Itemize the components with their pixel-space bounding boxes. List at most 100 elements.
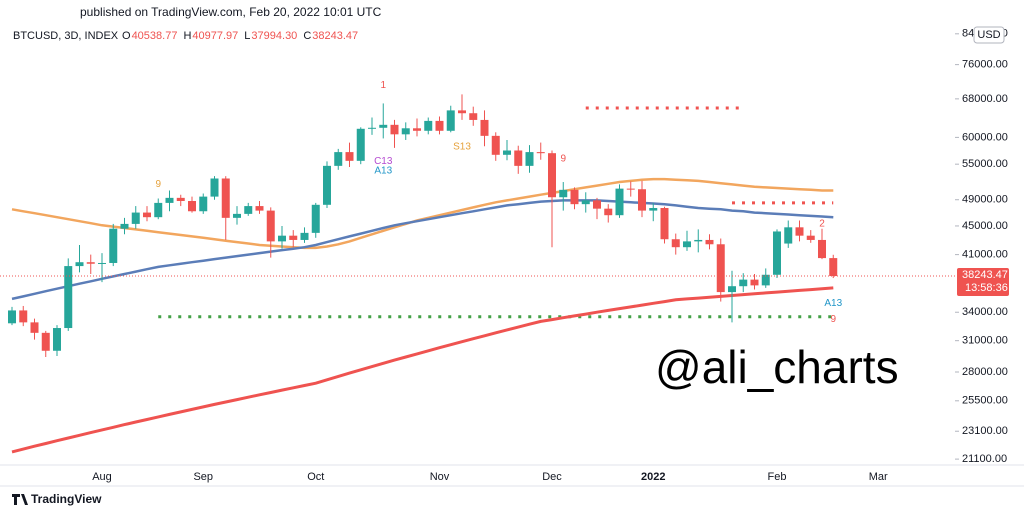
candle-body xyxy=(401,128,410,135)
y-tick-label: 25500.00 xyxy=(962,395,1008,407)
candle-body xyxy=(233,213,241,218)
ohlc-value: 40538.77 xyxy=(132,30,178,42)
x-tick-label: Aug xyxy=(92,471,112,483)
x-tick-label: Oct xyxy=(307,471,324,483)
candle-body xyxy=(773,231,781,275)
candle-body xyxy=(570,189,579,205)
annotation: 9 xyxy=(718,266,724,277)
candle-body xyxy=(64,266,73,329)
candle-body xyxy=(503,150,511,155)
annotation: 1 xyxy=(380,80,386,91)
candle-body xyxy=(379,124,388,128)
candle-body xyxy=(176,197,185,201)
candle-body xyxy=(435,120,444,131)
candle-body xyxy=(30,322,39,333)
candle-body xyxy=(356,128,365,161)
candle-body xyxy=(323,165,331,205)
publisher: published on TradingView.com, Feb 20, 20… xyxy=(80,5,382,19)
candle-body xyxy=(334,152,343,166)
y-tick-label: 28000.00 xyxy=(962,366,1008,378)
ohlc-value: 40977.97 xyxy=(192,30,238,42)
annotation: 2 xyxy=(819,219,825,230)
candle-body xyxy=(671,239,680,248)
candle-body xyxy=(143,212,151,218)
candle-body xyxy=(761,274,770,286)
x-tick-label: Sep xyxy=(193,471,213,483)
y-tick-label: 55000.00 xyxy=(962,158,1008,170)
currency-box xyxy=(973,26,1005,44)
candle-body xyxy=(548,153,556,198)
candle-body xyxy=(300,232,309,240)
last-price-box xyxy=(957,268,1009,297)
candle-body xyxy=(120,223,129,229)
candle-body xyxy=(660,208,669,240)
candle-body xyxy=(8,310,16,324)
x-tick-label: Feb xyxy=(768,471,787,483)
y-tick-label: 68000.00 xyxy=(962,93,1008,105)
candle-body xyxy=(581,200,590,205)
annotation: 9 xyxy=(830,314,836,325)
y-tick-label: 49000.00 xyxy=(962,194,1008,206)
candle-body xyxy=(131,212,140,224)
candle-body xyxy=(86,262,95,264)
candle-body xyxy=(446,110,455,131)
candle-body xyxy=(165,197,174,203)
candle-body xyxy=(514,150,523,166)
last-price-label: 38243.47 xyxy=(962,269,1008,281)
y-tick-label: 21100.00 xyxy=(962,453,1007,465)
y-tick-label: 41000.00 xyxy=(962,249,1008,261)
y-tick-label: 45000.00 xyxy=(962,220,1008,232)
candle-body xyxy=(390,124,399,135)
y-tick-label: 76000.00 xyxy=(962,59,1008,71)
candle-body xyxy=(559,189,568,198)
candle-body xyxy=(345,152,354,161)
countdown: 13:58:36 xyxy=(965,282,1008,294)
brand: TradingView xyxy=(31,492,102,506)
candle-body xyxy=(593,200,601,209)
candle-body xyxy=(806,235,815,240)
ohlc-letter: L xyxy=(244,30,250,42)
candle-body xyxy=(694,239,703,242)
candle-body xyxy=(154,202,163,218)
candle-body xyxy=(626,188,635,190)
annotation: A13 xyxy=(374,166,392,177)
candle-body xyxy=(829,258,838,277)
ohlc-value: 38243.47 xyxy=(312,30,358,42)
candle-body xyxy=(41,332,50,351)
candle-body xyxy=(199,196,208,212)
candle-body xyxy=(255,206,264,211)
candle-body xyxy=(311,204,320,233)
candle-body xyxy=(19,310,28,323)
candle-body xyxy=(289,235,298,240)
ohlc-letter: H xyxy=(183,30,191,42)
candle-body xyxy=(221,178,230,218)
candle-body xyxy=(604,208,613,216)
candle-body xyxy=(683,241,691,248)
candle-body xyxy=(705,239,714,245)
candle-body xyxy=(716,244,725,293)
candle-body xyxy=(188,200,196,212)
candle-body xyxy=(638,189,646,211)
candle-body xyxy=(75,262,84,267)
candle-body xyxy=(244,206,253,214)
candle-body xyxy=(728,286,736,293)
candle-body xyxy=(818,239,826,259)
y-tick-label: 31000.00 xyxy=(962,335,1008,347)
annotation: S13 xyxy=(453,141,471,152)
candle-body xyxy=(469,113,478,120)
ohlc-legend: O 40538.77 H 40977.97 L 37994.30 C 38243.47 xyxy=(122,30,358,42)
ohlc-value: 37994.30 xyxy=(251,30,297,42)
y-tick-label: 34000.00 xyxy=(962,306,1008,318)
candle-body xyxy=(458,110,466,114)
annotation: 9 xyxy=(155,179,161,190)
candle-body xyxy=(424,120,433,131)
currency: USD xyxy=(977,29,1000,41)
candle-body xyxy=(53,328,61,351)
candle-body xyxy=(615,188,624,216)
candle-body xyxy=(784,227,793,244)
candle-body xyxy=(413,128,421,131)
x-tick-label: 2022 xyxy=(641,471,665,483)
moving-average xyxy=(11,286,834,454)
candle-body xyxy=(649,208,658,211)
